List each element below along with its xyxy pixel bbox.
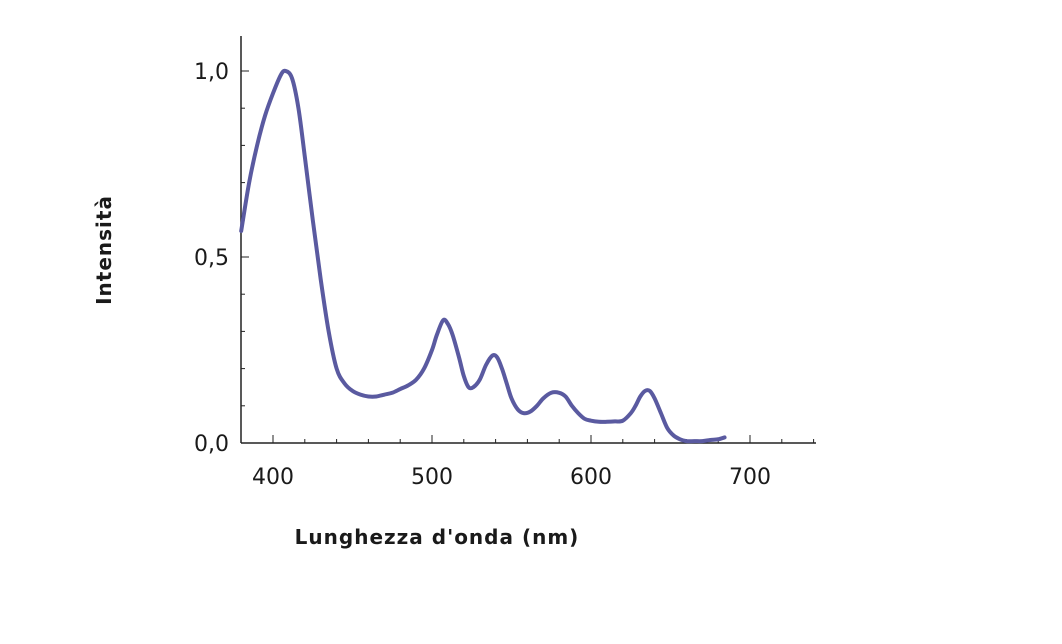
x-axis-label: Lunghezza d'onda (nm) xyxy=(295,525,580,549)
axes xyxy=(240,36,816,444)
x-tick-label: 600 xyxy=(570,465,612,490)
x-tick-label: 700 xyxy=(729,465,771,490)
x-tick-label: 500 xyxy=(411,465,453,490)
y-tick-label: 0,5 xyxy=(194,246,229,271)
y-tick-labels: 0,0 0,5 1,0 xyxy=(194,60,229,457)
x-tick-label: 400 xyxy=(252,465,294,490)
y-tick-label: 0,0 xyxy=(194,432,229,457)
x-minor-ticks xyxy=(272,435,815,443)
y-minor-ticks xyxy=(241,70,249,444)
y-axis-label: Intensità xyxy=(92,195,116,305)
spectrum-line xyxy=(239,68,727,444)
series-layer xyxy=(239,68,727,444)
x-tick-labels: 400 500 600 700 xyxy=(252,465,771,490)
y-tick-label: 1,0 xyxy=(194,60,229,85)
